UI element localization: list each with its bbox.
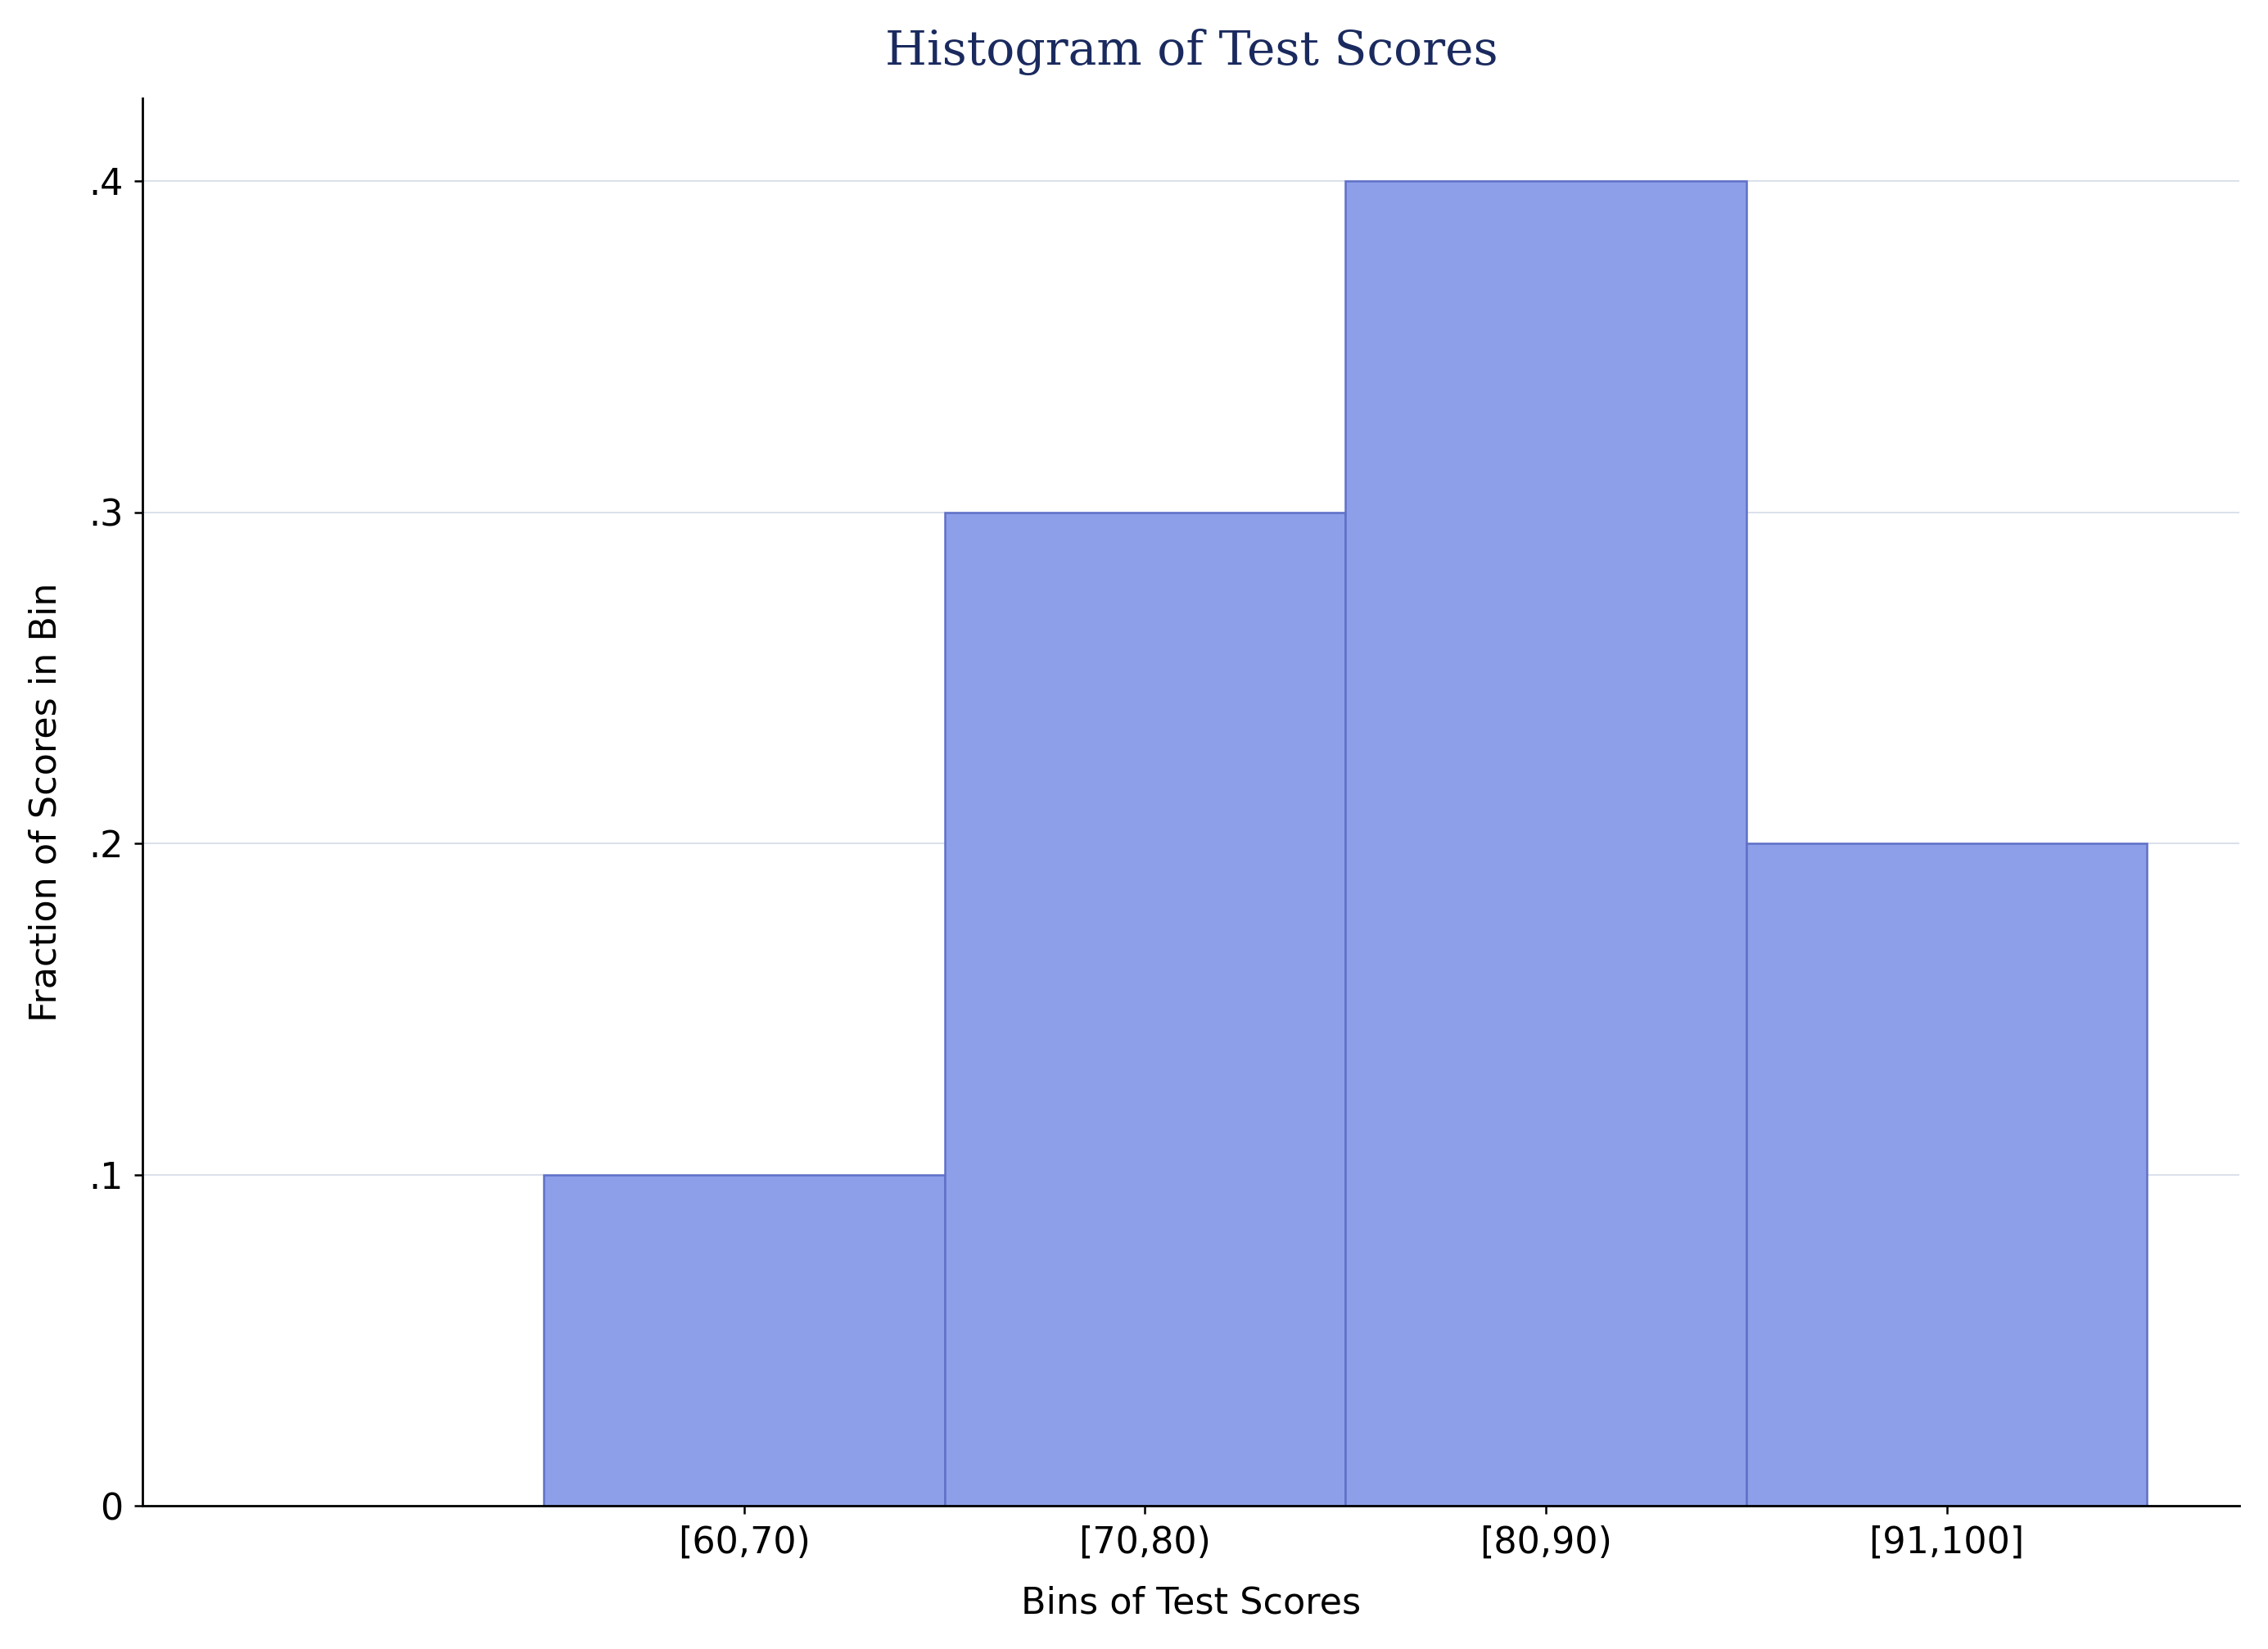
Bar [1345, 181, 1746, 1506]
Y-axis label: Fraction of Scores in Bin: Fraction of Scores in Bin [29, 582, 64, 1022]
X-axis label: Bins of Test Scores: Bins of Test Scores [1021, 1585, 1361, 1621]
Title: Histogram of Test Scores: Histogram of Test Scores [885, 28, 1497, 76]
Bar [1746, 844, 2148, 1506]
Bar [544, 1174, 943, 1506]
Bar [943, 513, 1345, 1506]
